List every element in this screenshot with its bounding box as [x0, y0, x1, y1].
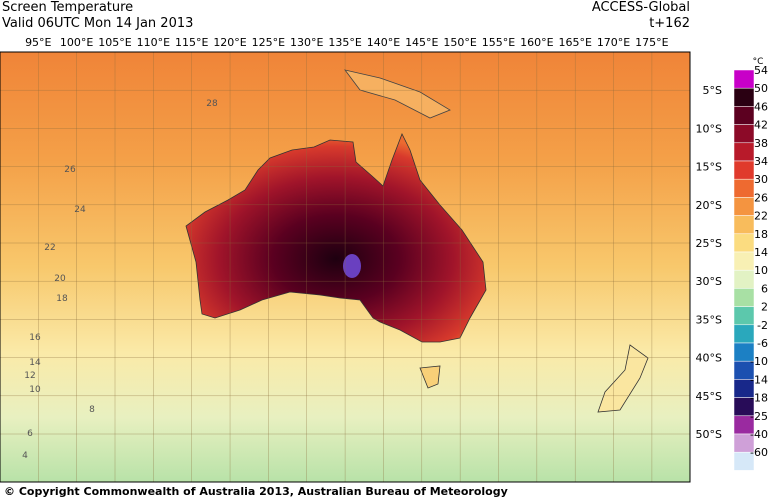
latitude-label: 35°S	[696, 313, 722, 326]
longitude-label: 115°E	[175, 36, 208, 49]
colorbar-swatch	[733, 106, 755, 125]
colorbar-label: 22	[754, 210, 768, 223]
colorbar-label: 54	[754, 64, 768, 77]
colorbar-swatch	[733, 160, 755, 180]
latitude-label: 30°S	[696, 275, 722, 288]
longitude-label: 135°E	[328, 36, 361, 49]
new-zealand	[597, 344, 649, 413]
colorbar-label: 30	[754, 173, 768, 186]
longitude-label: 100°E	[60, 36, 93, 49]
longitude-label: 150°E	[443, 36, 476, 49]
colorbar-swatch	[733, 69, 755, 89]
longitude-label: 155°E	[482, 36, 515, 49]
contour-label: 8	[89, 405, 95, 415]
latitude-label: 45°S	[696, 390, 722, 403]
colorbar-label: 2	[761, 301, 768, 314]
colorbar-swatch	[733, 124, 755, 144]
colorbar-label: -2	[757, 319, 768, 332]
colorbar-swatch	[733, 142, 755, 162]
latitude-label: 50°S	[696, 428, 722, 441]
longitude-label: 175°E	[635, 36, 668, 49]
longitude-label: 120°E	[213, 36, 246, 49]
colorbar-label: -6	[757, 337, 768, 350]
colorbar-label: 34	[754, 155, 768, 168]
colorbar-label: 14	[754, 246, 768, 259]
colorbar-label: 18	[754, 228, 768, 241]
new-guinea	[344, 69, 451, 119]
map-frame	[0, 51, 691, 483]
longitude-label: 130°E	[290, 36, 323, 49]
contour-label: 28	[206, 99, 218, 109]
contour-label: 6	[27, 429, 33, 439]
longitude-label: 160°E	[520, 36, 553, 49]
graticule	[0, 52, 690, 482]
longitude-label: 145°E	[405, 36, 438, 49]
title: Screen Temperature	[2, 0, 133, 15]
valid-time: Valid 06UTC Mon 14 Jan 2013	[2, 16, 193, 31]
colorbar-label: 50	[754, 82, 768, 95]
copyright: © Copyright Commonwealth of Australia 20…	[4, 485, 508, 498]
colorbar-label: -14	[750, 373, 768, 386]
colorbar-swatch	[733, 306, 755, 326]
contour-label: 10	[29, 385, 41, 395]
contour-label: 4	[22, 451, 28, 461]
colorbar-label: -40	[750, 428, 768, 441]
colorbar-swatch	[733, 87, 755, 107]
longitude-label: 170°E	[597, 36, 630, 49]
contour-label: 18	[56, 294, 68, 304]
colorbar-label: -18	[750, 392, 768, 405]
colorbar-swatch	[733, 197, 755, 216]
contour-label: 12	[24, 371, 35, 381]
tasmania	[419, 365, 441, 389]
colorbar-swatch	[733, 251, 755, 271]
colorbar-swatch	[733, 233, 755, 253]
latitude-label: 25°S	[696, 237, 722, 250]
longitude-label: 140°E	[367, 36, 400, 49]
colorbar-swatch	[733, 324, 755, 344]
colorbar-label: 42	[754, 119, 768, 132]
model-name: ACCESS-Global	[592, 0, 690, 15]
longitude-label: 95°E	[25, 36, 51, 49]
colorbar-label: 46	[754, 100, 768, 113]
contour-label: 16	[29, 333, 41, 343]
colorbar-label: 38	[754, 137, 768, 150]
colorbar-swatch	[733, 288, 755, 307]
longitude-label: 125°E	[252, 36, 285, 49]
longitude-label: 165°E	[558, 36, 591, 49]
colorbar-label: -10	[750, 355, 768, 368]
colorbar-swatch	[733, 451, 755, 471]
latitude-label: 5°S	[703, 84, 722, 97]
colorbar-unit: °C	[753, 57, 764, 67]
colorbar-label: -25	[750, 410, 768, 423]
colorbar-swatch	[733, 215, 755, 235]
latitude-label: 10°S	[696, 122, 722, 135]
colorbar-label: 6	[761, 282, 768, 295]
contour-label: 22	[44, 243, 55, 253]
colorbar-label: 26	[754, 191, 768, 204]
hot-spot	[343, 254, 361, 278]
contour-label: 24	[74, 205, 86, 215]
contour-label: 14	[29, 358, 41, 368]
contour-label: 26	[64, 165, 76, 175]
colorbar-swatch	[733, 269, 755, 289]
latitude-label: 15°S	[696, 161, 722, 174]
colorbar-label: -60	[750, 446, 768, 459]
latitude-label: 40°S	[696, 352, 722, 365]
longitude-label: 110°E	[137, 36, 170, 49]
lead-time: t+162	[649, 16, 690, 31]
colorbar-swatch	[733, 178, 755, 198]
colorbar-label: 10	[754, 264, 768, 277]
contour-label: 20	[54, 274, 66, 284]
longitude-label: 105°E	[98, 36, 131, 49]
latitude-label: 20°S	[696, 199, 722, 212]
